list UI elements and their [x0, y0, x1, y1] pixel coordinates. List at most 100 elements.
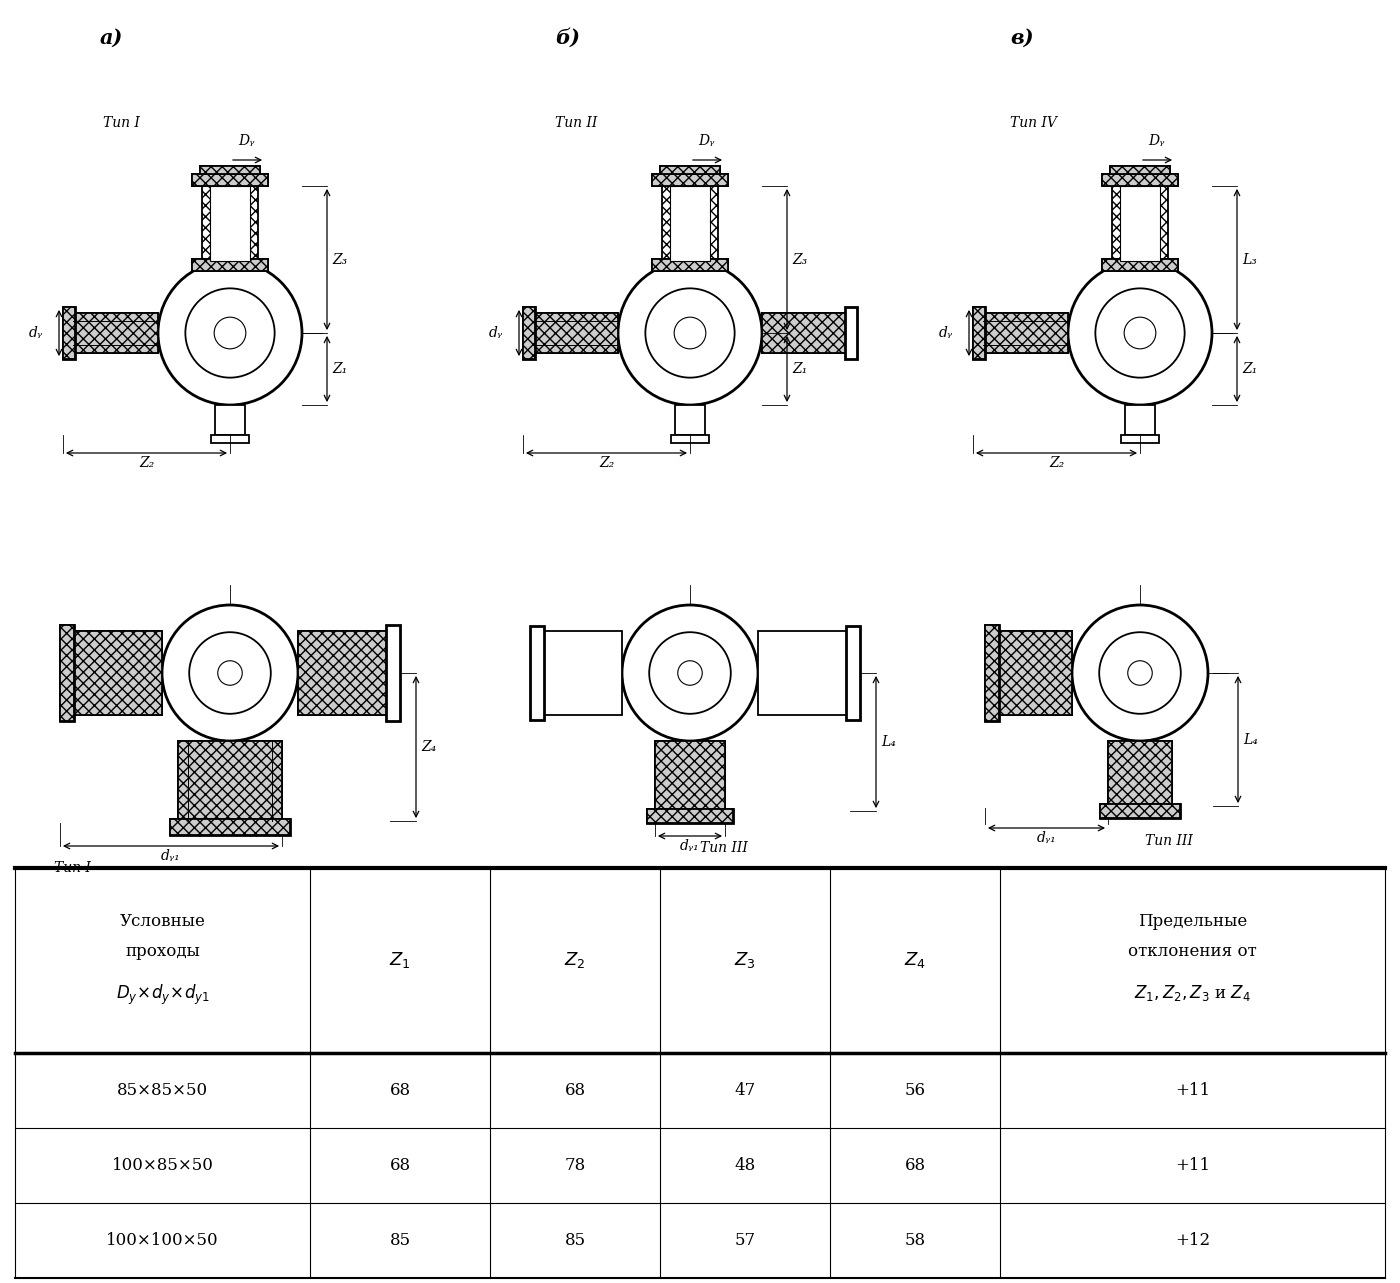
- Circle shape: [645, 289, 735, 377]
- Bar: [1107, 742, 1172, 806]
- Text: a): a): [99, 28, 123, 47]
- Bar: [671, 186, 710, 260]
- Bar: [846, 626, 860, 720]
- Bar: [169, 819, 290, 835]
- Bar: [210, 186, 251, 260]
- Text: Dᵧ: Dᵧ: [1148, 133, 1165, 148]
- Bar: [659, 166, 720, 174]
- Text: Z₂: Z₂: [1049, 455, 1064, 470]
- Text: 68: 68: [389, 1157, 410, 1174]
- Circle shape: [622, 606, 757, 742]
- Bar: [298, 631, 388, 715]
- Text: 57: 57: [735, 1232, 756, 1248]
- Bar: [524, 307, 535, 359]
- Bar: [655, 742, 725, 811]
- Circle shape: [158, 260, 302, 405]
- Text: +11: +11: [1175, 1157, 1210, 1174]
- Text: $Z_2$: $Z_2$: [564, 951, 585, 970]
- Text: Z₁: Z₁: [792, 362, 808, 376]
- Circle shape: [617, 260, 762, 405]
- Bar: [200, 166, 260, 174]
- Text: Предельные: Предельные: [1138, 913, 1247, 930]
- Bar: [647, 810, 734, 822]
- Text: 100×100×50: 100×100×50: [106, 1232, 218, 1248]
- Circle shape: [162, 606, 298, 742]
- Bar: [997, 631, 1072, 715]
- Bar: [211, 435, 249, 443]
- Bar: [1121, 435, 1159, 443]
- Bar: [762, 313, 847, 353]
- Circle shape: [1072, 606, 1208, 742]
- Bar: [202, 186, 258, 260]
- Text: $Z_4$: $Z_4$: [904, 951, 925, 970]
- Bar: [178, 742, 281, 821]
- Text: +12: +12: [1175, 1232, 1210, 1248]
- Bar: [986, 625, 1000, 721]
- Bar: [1100, 804, 1180, 819]
- Bar: [63, 307, 76, 359]
- Text: 68: 68: [564, 1082, 585, 1100]
- Bar: [1102, 259, 1177, 271]
- Bar: [71, 631, 162, 715]
- Bar: [298, 631, 388, 715]
- Bar: [1126, 405, 1155, 435]
- Text: б): б): [554, 28, 580, 47]
- Bar: [178, 742, 281, 821]
- Circle shape: [675, 317, 706, 349]
- Bar: [169, 819, 290, 835]
- Text: L₄: L₄: [881, 735, 896, 749]
- Text: Z₃: Z₃: [332, 253, 347, 267]
- Text: Тип III: Тип III: [1145, 834, 1193, 848]
- Bar: [200, 166, 260, 174]
- Bar: [973, 307, 986, 359]
- Bar: [73, 313, 158, 353]
- Bar: [1100, 804, 1180, 819]
- Text: 68: 68: [904, 1157, 925, 1174]
- Text: Тип I: Тип I: [55, 861, 91, 875]
- Bar: [60, 625, 74, 721]
- Bar: [762, 313, 847, 353]
- Circle shape: [678, 661, 703, 685]
- Bar: [533, 313, 617, 353]
- Bar: [1102, 174, 1177, 186]
- Text: Z₁: Z₁: [1242, 362, 1257, 376]
- Text: 58: 58: [904, 1232, 925, 1248]
- Circle shape: [214, 317, 246, 349]
- Bar: [71, 631, 162, 715]
- Text: $Z_3$: $Z_3$: [734, 951, 756, 970]
- Bar: [652, 174, 728, 186]
- Bar: [73, 313, 158, 353]
- Bar: [1110, 166, 1170, 174]
- Bar: [60, 625, 74, 721]
- Bar: [63, 307, 76, 359]
- Bar: [1102, 259, 1177, 271]
- Text: Z₃: Z₃: [792, 253, 808, 267]
- Bar: [652, 259, 728, 271]
- Text: L₃: L₃: [1242, 253, 1257, 267]
- Bar: [986, 625, 1000, 721]
- Bar: [1102, 174, 1177, 186]
- Circle shape: [650, 633, 731, 713]
- Bar: [524, 307, 535, 359]
- Text: Dᵧ: Dᵧ: [697, 133, 714, 148]
- Bar: [532, 631, 622, 715]
- Text: dᵧ: dᵧ: [489, 326, 503, 340]
- Bar: [997, 631, 1072, 715]
- Text: в): в): [1009, 28, 1033, 47]
- Bar: [1120, 186, 1161, 260]
- Circle shape: [1128, 661, 1152, 685]
- Text: проходы: проходы: [125, 943, 200, 960]
- Text: 85×85×50: 85×85×50: [118, 1082, 209, 1100]
- Text: dᵧ: dᵧ: [29, 326, 43, 340]
- Text: Тип III: Тип III: [700, 840, 748, 854]
- Bar: [652, 259, 728, 271]
- Bar: [846, 307, 857, 359]
- Text: Тип IV: Тип IV: [1009, 115, 1057, 130]
- Bar: [1107, 742, 1172, 806]
- Text: 56: 56: [904, 1082, 925, 1100]
- Bar: [216, 405, 245, 435]
- Text: Z₂: Z₂: [599, 455, 615, 470]
- Bar: [757, 631, 848, 715]
- Text: отклонения от: отклонения от: [1128, 943, 1257, 960]
- Bar: [983, 313, 1068, 353]
